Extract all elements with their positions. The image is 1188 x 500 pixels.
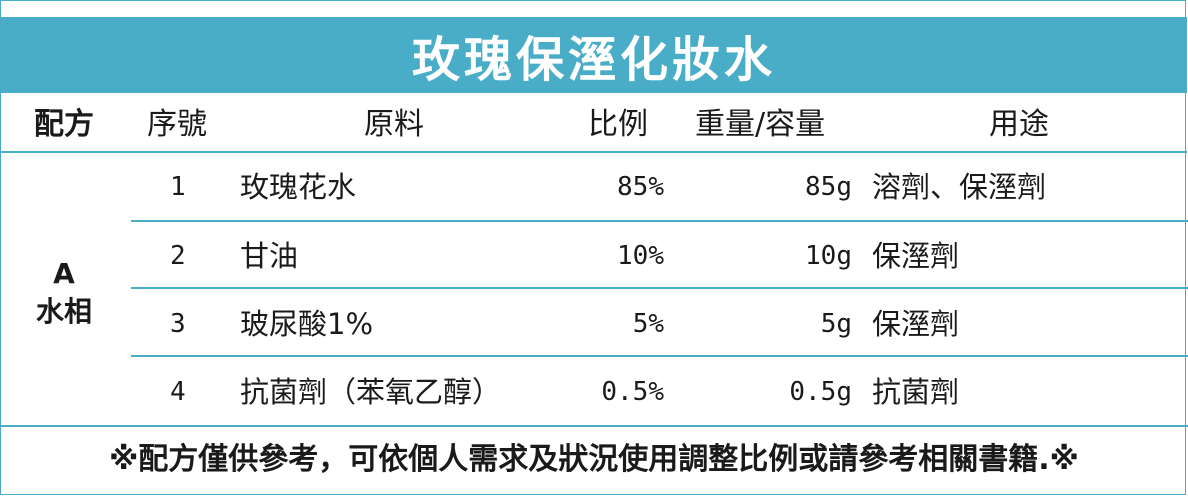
table-header: 配方 序號 原料 比例 重量/容量 用途 xyxy=(1,95,1187,153)
row-weight: 10g xyxy=(805,241,852,271)
row-divider xyxy=(131,355,1188,357)
header-material: 原料 xyxy=(364,107,424,142)
header-formula: 配方 xyxy=(34,107,94,142)
row-usage: 溶劑、保溼劑 xyxy=(872,170,1047,204)
row-weight: 5g xyxy=(820,309,852,339)
group-label: A 水相 xyxy=(0,255,128,331)
row-weight: 85g xyxy=(805,172,852,202)
row-usage: 保溼劑 xyxy=(872,307,960,341)
table-row: 3 玻尿酸1% 5% 5g 保溼劑 xyxy=(0,290,1188,358)
row-seq: 3 xyxy=(170,309,186,339)
header-usage: 用途 xyxy=(989,107,1049,142)
table-row: 1 玫瑰花水 85% 85g 溶劑、保溼劑 xyxy=(0,153,1188,221)
group-label-name: 水相 xyxy=(35,295,92,328)
row-ratio: 0.5% xyxy=(601,377,664,407)
row-seq: 2 xyxy=(170,241,186,271)
table-bottom-divider xyxy=(0,425,1188,427)
table-row: 4 抗菌劑（苯氧乙醇） 0.5% 0.5g 抗菌劑 xyxy=(0,358,1188,426)
row-weight: 0.5g xyxy=(789,377,852,407)
header-ratio: 比例 xyxy=(588,107,648,142)
group-label-letter: A xyxy=(53,257,75,290)
row-ratio: 10% xyxy=(617,241,664,271)
row-material: 玻尿酸1% xyxy=(240,307,374,341)
row-divider xyxy=(131,220,1188,222)
row-usage: 抗菌劑 xyxy=(872,375,960,409)
row-material: 抗菌劑（苯氧乙醇） xyxy=(240,375,502,409)
row-seq: 1 xyxy=(170,172,186,202)
row-ratio: 85% xyxy=(617,172,664,202)
row-divider xyxy=(131,287,1188,289)
row-material: 玫瑰花水 xyxy=(240,170,357,204)
page-title: 玫瑰保溼化妝水 xyxy=(1,17,1187,93)
row-ratio: 5% xyxy=(632,309,664,339)
row-seq: 4 xyxy=(170,377,186,407)
header-seq: 序號 xyxy=(147,107,207,142)
table-row: 2 甘油 10% 10g 保溼劑 xyxy=(0,222,1188,290)
disclaimer-note: ※配方僅供參考，可依個人需求及狀況使用調整比例或請參考相關書籍.※ xyxy=(109,442,1079,477)
header-weight: 重量/容量 xyxy=(695,107,826,142)
row-usage: 保溼劑 xyxy=(872,239,960,273)
row-material: 甘油 xyxy=(240,239,299,273)
